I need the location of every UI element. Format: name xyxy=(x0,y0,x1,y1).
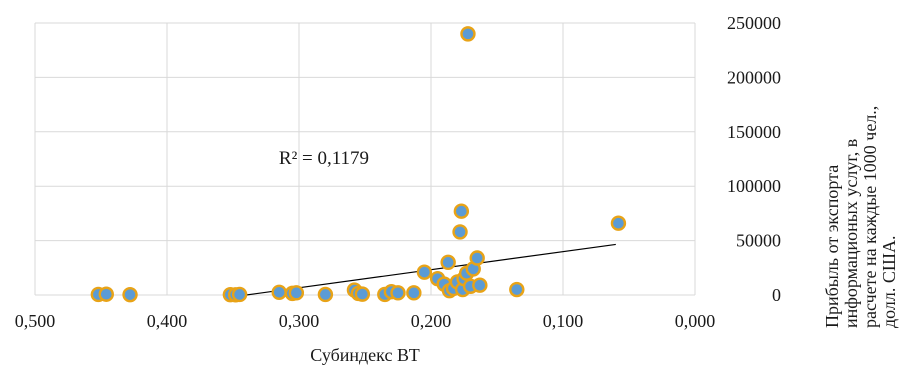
data-point xyxy=(122,286,138,303)
y-tick-label: 200000 xyxy=(727,67,781,87)
y-axis-title-line-1: Прибыль от экспорта xyxy=(822,165,842,328)
data-point xyxy=(452,224,468,240)
data-point xyxy=(406,285,422,301)
grid-lines xyxy=(34,22,696,296)
data-point xyxy=(509,281,525,298)
y-axis-title: Прибыль от экспорта информационых услуг,… xyxy=(822,106,899,328)
data-points xyxy=(90,26,627,303)
x-tick-label: 0,000 xyxy=(675,311,716,331)
data-point xyxy=(354,286,371,302)
data-point xyxy=(231,286,248,303)
y-tick-label: 0 xyxy=(772,285,781,305)
data-point xyxy=(440,254,456,271)
data-point xyxy=(317,286,334,303)
data-point xyxy=(460,26,476,42)
data-point xyxy=(288,285,305,301)
x-tick-label: 0,300 xyxy=(279,311,320,331)
x-axis-title: Субиндекс ВТ xyxy=(310,345,419,365)
y-tick-label: 250000 xyxy=(727,13,781,33)
data-point xyxy=(610,215,627,231)
y-tick-label: 100000 xyxy=(727,176,781,196)
data-point xyxy=(390,285,406,301)
data-point xyxy=(271,284,287,300)
y-axis-ticks: 0 50000 100000 150000 200000 250000 xyxy=(727,13,781,305)
data-point xyxy=(453,203,470,219)
r-squared-label: R² = 0,1179 xyxy=(279,148,369,169)
x-tick-label: 0,200 xyxy=(411,311,452,331)
data-point xyxy=(98,286,114,302)
x-tick-label: 0,500 xyxy=(15,311,56,331)
x-axis-ticks: 0,500 0,400 0,300 0,200 0,100 0,000 xyxy=(15,311,716,331)
data-point xyxy=(469,250,485,266)
data-point xyxy=(472,277,488,293)
x-tick-label: 0,100 xyxy=(543,311,584,331)
y-tick-label: 150000 xyxy=(727,122,781,142)
x-tick-label: 0,400 xyxy=(147,311,188,331)
y-axis-title-line-3: расчете на каждые 1000 чел., xyxy=(860,106,880,328)
y-tick-label: 50000 xyxy=(736,231,781,251)
y-axis-title-line-4: долл. США. xyxy=(879,235,899,328)
data-point xyxy=(416,264,433,280)
y-axis-title-line-2: информационых услуг, в xyxy=(841,139,861,328)
